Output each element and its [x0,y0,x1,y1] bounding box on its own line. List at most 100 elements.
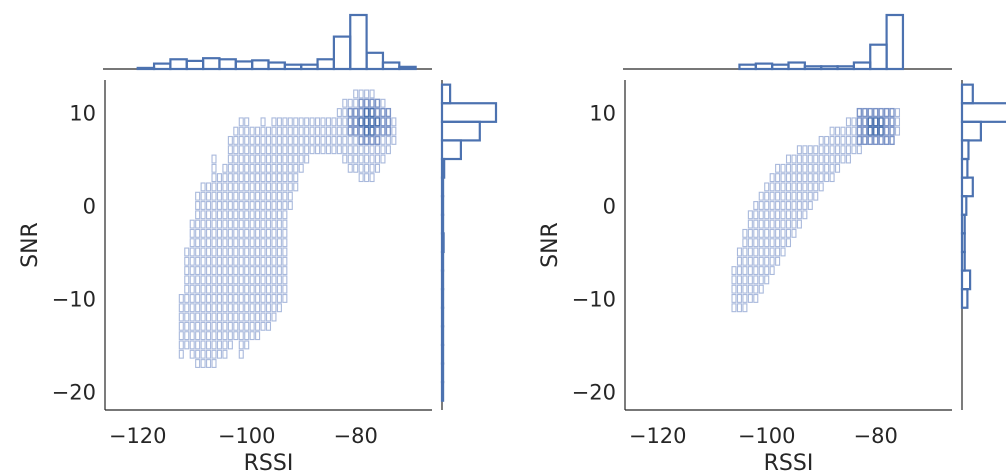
hist-cell [200,238,206,248]
y-marginal-bar [440,325,445,347]
hist-cell [271,191,277,201]
hist-cell [276,191,282,201]
hist-cell [211,201,217,210]
hist-cell [238,238,244,248]
hist-cell [873,135,879,146]
hist-cell [325,126,331,136]
hist-cell [211,247,217,257]
hist-cell [276,210,282,220]
hist-cell [331,145,337,155]
hist-cell [883,126,890,136]
x-tick-label: −120 [109,424,167,448]
hist-cell [813,182,819,192]
hist-cell [769,173,775,183]
x-marginal-bar [202,57,221,71]
hist-cell [206,275,212,285]
hist-cell [282,256,288,266]
hist-cell [369,145,375,155]
y-marginal-bar [960,120,982,142]
hist-cell [195,238,201,248]
hist-cell [255,293,261,303]
hist-cell [249,154,255,164]
hist-cell [791,173,797,183]
hist-cell [791,228,797,238]
hist-cell [347,117,353,127]
hist-cell [785,201,792,210]
hist-cell [216,201,222,210]
hist-cell [845,154,851,164]
hist-cell [260,135,266,145]
hist-cell [233,266,239,276]
x-marginal-histogram [623,13,952,71]
hist-cell [282,182,288,192]
hist-cell [347,126,353,136]
hist-cell [298,135,304,145]
hist-cell [265,191,272,201]
hist-cell [238,219,244,229]
hist-cell [298,154,304,164]
hist-cell [216,331,222,341]
hist-cell [184,284,190,294]
hist-cell [747,247,753,257]
hist-cell [353,163,359,173]
hist-cell [271,312,277,322]
hist-cell [287,145,293,155]
hist-cell [249,219,255,229]
hist-cell [775,182,781,192]
hist-cell [271,182,277,192]
hist-cell [249,247,255,257]
hist-cell [255,219,261,229]
hist-cell [260,154,266,164]
y-marginal-bar [440,83,452,105]
hist-cell [216,293,222,303]
x-marginal-bar [332,35,352,71]
hist-cell [227,228,233,238]
hist-cell [802,201,808,210]
hist-cell [265,219,272,229]
hist-cell [200,331,206,341]
hist-cell [785,154,792,164]
hist-cell [206,256,212,266]
hist-cell [764,247,770,257]
hist-cell [780,247,786,257]
hist-cell [862,135,868,146]
hist-cell [780,182,786,192]
hist-cell [736,293,742,303]
hist-cell [260,117,266,127]
hist-cell [216,275,222,285]
hist-cell [260,228,266,238]
hist-cell [227,154,233,164]
y-marginal-bar [440,362,445,384]
hist-cell [796,219,802,229]
hist-cell [742,247,748,257]
hist-cell [249,293,255,303]
hist-cell [331,135,337,145]
hist-cell [758,228,764,238]
hist-cell [758,210,764,220]
hist-cell [856,126,863,136]
hist-cell [862,117,868,127]
hist-cell [764,191,770,201]
hist-cell [796,191,802,201]
hist-cell [293,163,299,173]
hist-cell [358,173,364,183]
hist-cell [791,191,797,201]
joint-hist-cells [178,89,397,368]
hist-cell [200,359,206,368]
hist-cell [222,210,228,220]
hist-cell [769,228,775,238]
hist-cell [374,117,381,127]
hist-cell [845,135,851,145]
x-tick-label: −100 [218,424,276,448]
hist-cell [222,163,228,173]
hist-cell [775,228,781,238]
hist-cell [840,126,846,136]
hist-cell [222,331,228,341]
hist-cell [244,210,250,220]
hist-cell [255,210,261,220]
hist-cell [238,331,244,341]
hist-cell [331,117,337,127]
hist-cell [200,219,206,229]
hist-cell [856,135,863,146]
